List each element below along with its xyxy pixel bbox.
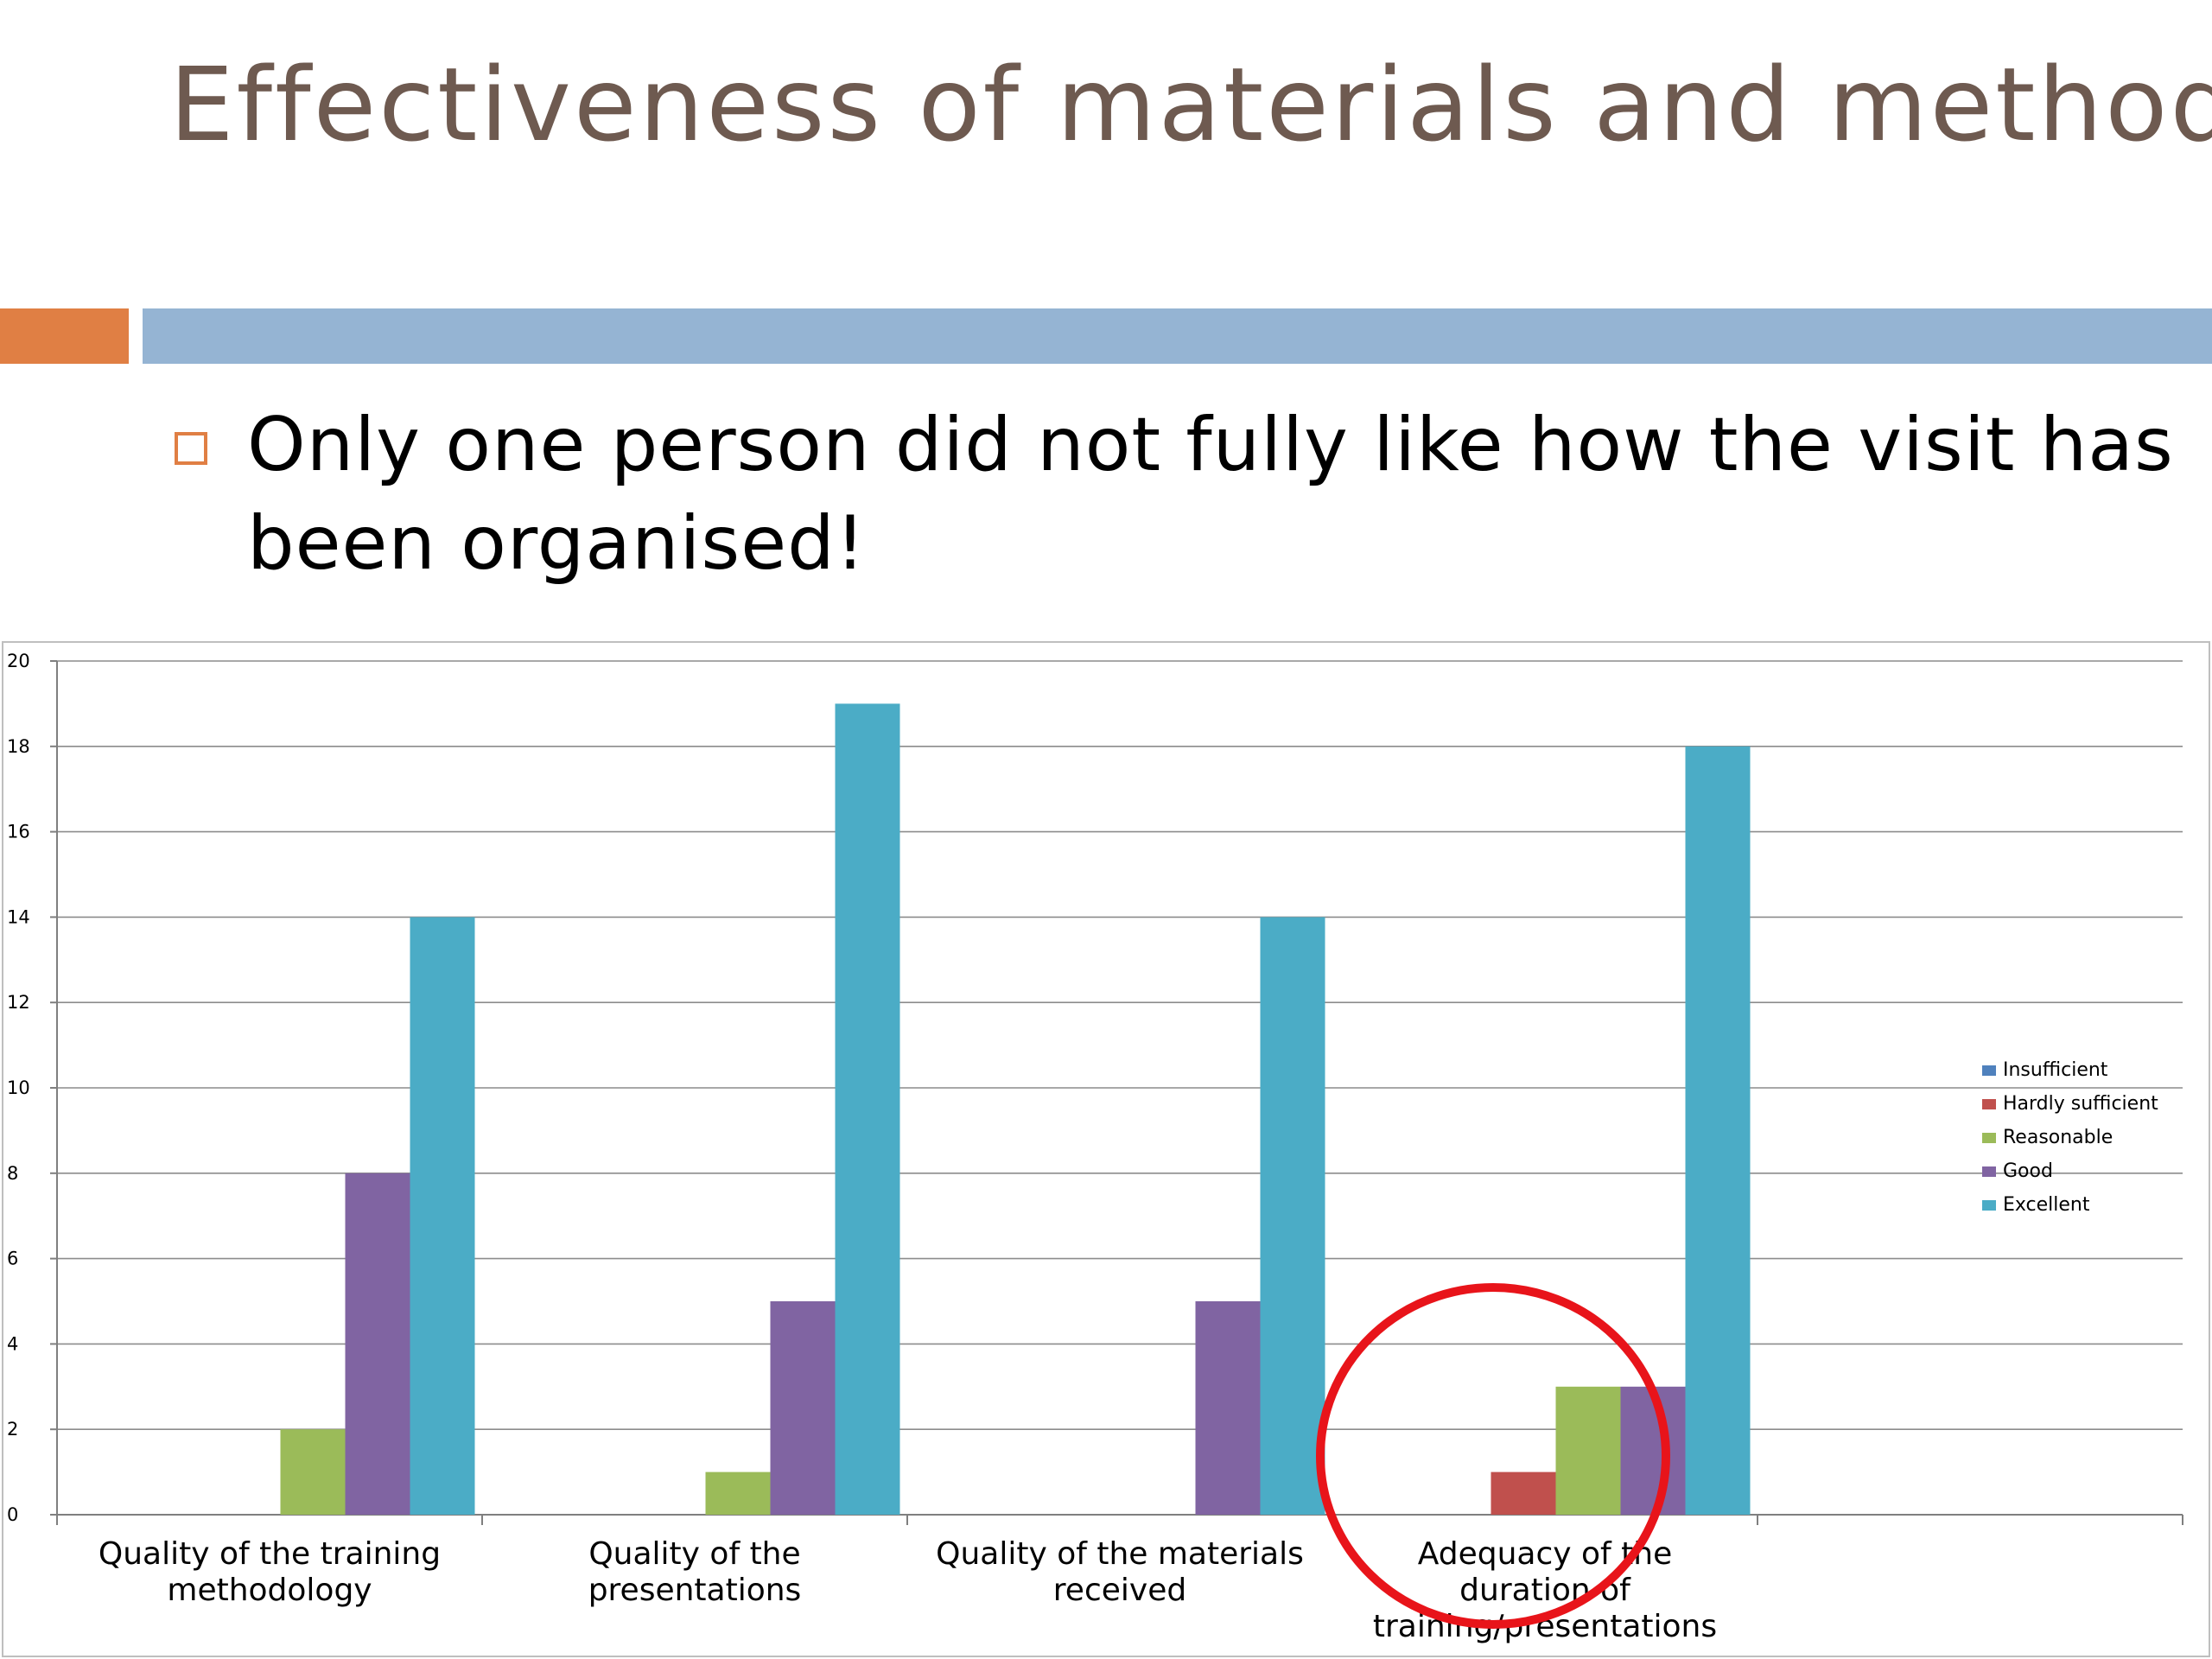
bullet-text: Only one person did not fully like how t… <box>247 402 2174 587</box>
legend-swatch <box>1982 1099 1996 1109</box>
y-tick-label: 20 <box>7 651 30 671</box>
y-tick-label: 18 <box>7 736 30 757</box>
bar-reasonable <box>1555 1386 1621 1515</box>
legend-swatch <box>1982 1166 1996 1177</box>
bar-good <box>1195 1301 1261 1515</box>
category-label: Quality of the materials <box>936 1536 1304 1572</box>
bar-hardly-sufficient <box>1491 1471 1556 1515</box>
y-tick-label: 10 <box>7 1077 30 1098</box>
y-tick-label: 12 <box>7 992 30 1013</box>
y-tick-label: 16 <box>7 822 30 842</box>
category-label: Quality of the training <box>99 1536 441 1572</box>
y-tick-label: 14 <box>7 906 30 927</box>
bar-good <box>345 1173 410 1515</box>
bar-excellent <box>835 703 900 1515</box>
legend-swatch <box>1982 1065 1996 1076</box>
y-tick-label: 6 <box>7 1249 18 1269</box>
accent-bar-orange <box>0 308 129 364</box>
legend-label: Good <box>2003 1160 2053 1182</box>
category-label: received <box>1053 1573 1186 1608</box>
category-label: presentations <box>588 1573 802 1608</box>
legend-label: Reasonable <box>2003 1127 2113 1148</box>
legend-label: Hardly sufficient <box>2003 1093 2158 1115</box>
bar-reasonable <box>280 1429 346 1515</box>
bar-excellent <box>1685 746 1751 1515</box>
accent-bar-blue <box>143 308 2212 364</box>
bullet-square-icon <box>175 432 207 465</box>
category-label: Quality of the <box>588 1536 800 1572</box>
legend-label: Excellent <box>2003 1194 2090 1216</box>
bar-good <box>770 1301 836 1515</box>
y-tick-label: 2 <box>7 1419 18 1440</box>
bar-good <box>1620 1386 1686 1515</box>
bar-reasonable <box>705 1471 771 1515</box>
bar-excellent <box>1260 917 1325 1515</box>
y-tick-label: 4 <box>7 1333 18 1354</box>
legend-label: Insufficient <box>2003 1059 2108 1081</box>
legend-swatch <box>1982 1200 1996 1211</box>
highlight-circle <box>1316 1283 1670 1629</box>
bar-excellent <box>410 917 475 1515</box>
y-tick-label: 8 <box>7 1163 18 1184</box>
legend-swatch <box>1982 1133 1996 1143</box>
category-label: methodology <box>167 1573 372 1608</box>
category-label: duration of <box>1459 1573 1631 1608</box>
y-tick-label: 0 <box>7 1504 18 1525</box>
slide-title: Effectiveness of materials and methods <box>169 45 2212 164</box>
